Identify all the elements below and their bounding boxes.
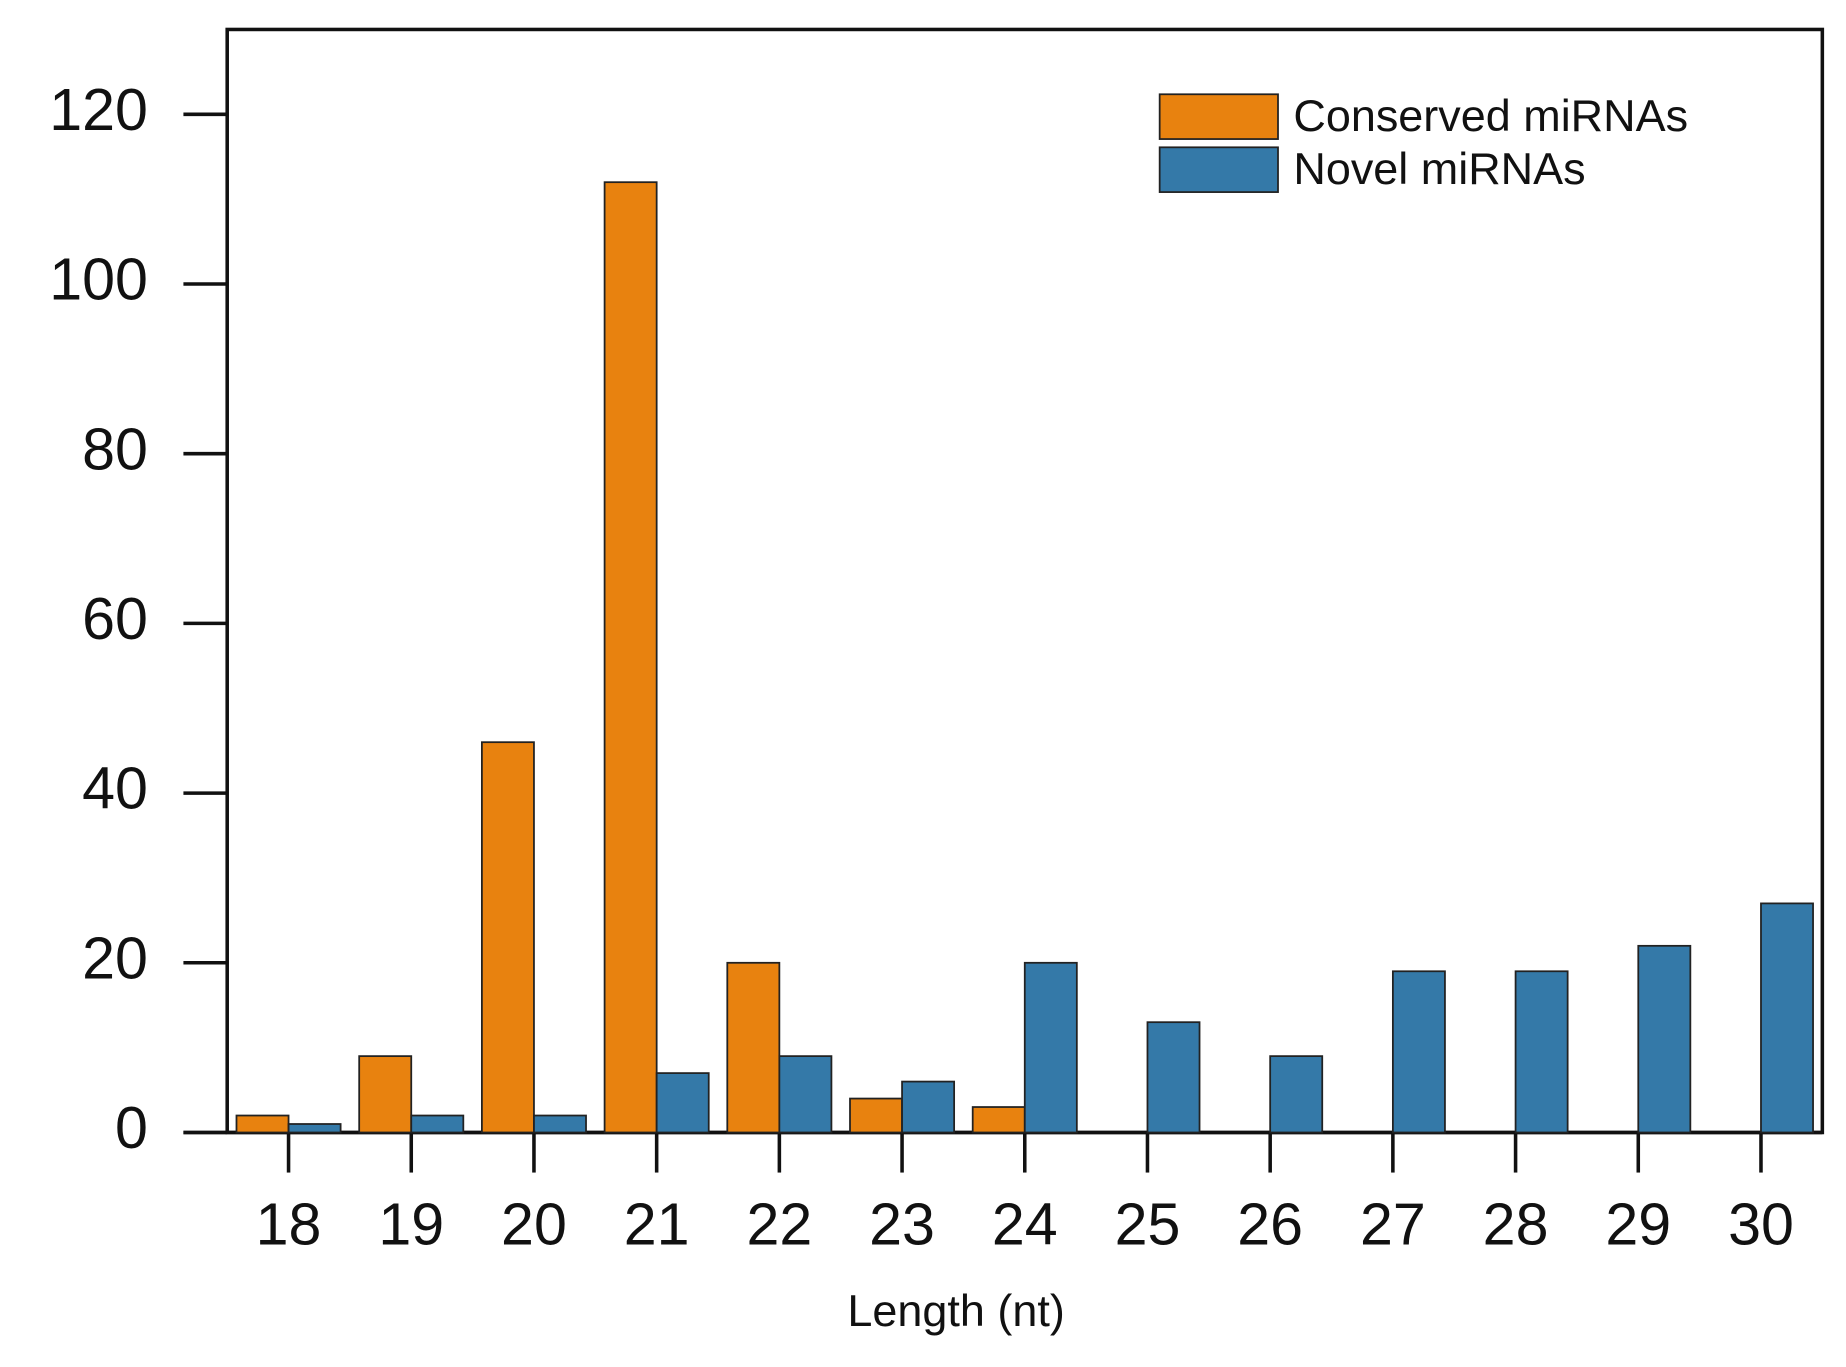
x-tick-label: 26 xyxy=(1237,1192,1303,1258)
y-tick-label: 0 xyxy=(115,1095,148,1161)
bar xyxy=(1146,1021,1201,1134)
bar xyxy=(358,1055,413,1134)
bar xyxy=(533,1114,587,1134)
bar xyxy=(481,741,535,1134)
x-axis-label: Length (nt) xyxy=(847,1285,1064,1336)
x-tick-label: 27 xyxy=(1360,1192,1426,1258)
bar xyxy=(1514,970,1569,1134)
y-tick-label: 60 xyxy=(82,586,148,652)
bar xyxy=(1023,961,1078,1134)
bar xyxy=(1269,1055,1324,1134)
x-tick-label: 19 xyxy=(378,1192,444,1258)
x-tick-label: 18 xyxy=(256,1192,322,1258)
y-tick-label: 80 xyxy=(82,416,148,482)
bar xyxy=(655,1072,710,1134)
bar xyxy=(778,1055,833,1134)
y-tick-label: 40 xyxy=(82,756,148,822)
bar xyxy=(849,1097,903,1134)
bar xyxy=(901,1080,956,1134)
y-tick-label: 120 xyxy=(49,77,148,143)
bar xyxy=(287,1123,342,1134)
x-tick-label: 22 xyxy=(746,1192,812,1258)
x-tick-label: 24 xyxy=(992,1192,1058,1258)
x-tick-label: 28 xyxy=(1483,1192,1549,1258)
x-tick-label: 21 xyxy=(624,1192,690,1258)
bar xyxy=(410,1114,465,1134)
y-tick-label: 20 xyxy=(82,925,148,991)
bar xyxy=(603,181,658,1134)
x-tick-label: 29 xyxy=(1605,1192,1671,1258)
bar xyxy=(971,1106,1026,1134)
bar xyxy=(1760,902,1814,1134)
legend-swatch xyxy=(1158,93,1279,140)
legend-label: Conserved miRNAs xyxy=(1293,90,1688,141)
bar xyxy=(726,961,781,1134)
legend-label: Novel miRNAs xyxy=(1293,143,1585,194)
x-tick-label: 23 xyxy=(869,1192,935,1258)
bar xyxy=(1391,970,1446,1134)
x-tick-label: 25 xyxy=(1115,1192,1181,1258)
legend-swatch xyxy=(1158,146,1279,193)
x-tick-label: 30 xyxy=(1728,1192,1794,1258)
bar xyxy=(1637,944,1692,1134)
y-tick-label: 100 xyxy=(49,247,148,313)
x-tick-label: 20 xyxy=(501,1192,567,1258)
bar xyxy=(235,1114,290,1134)
